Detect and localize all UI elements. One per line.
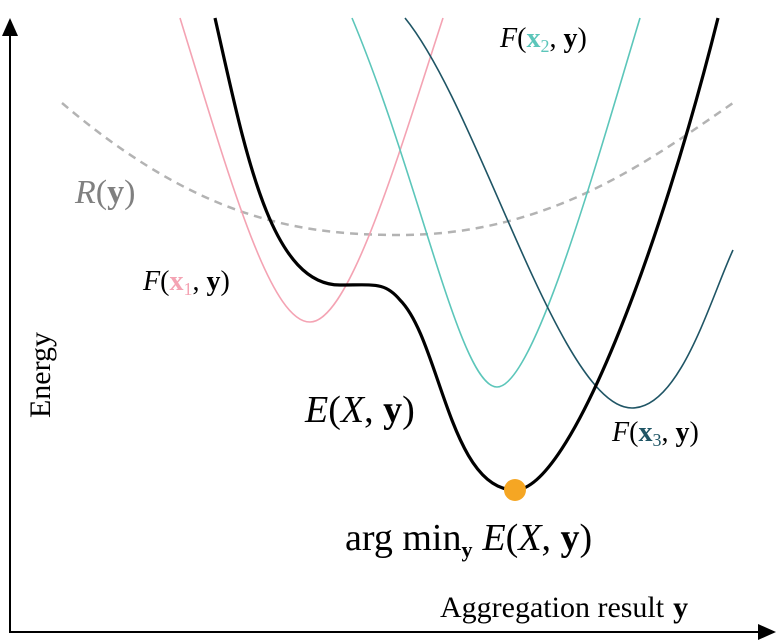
label-part: y — [675, 417, 689, 448]
label-part: ) — [689, 417, 698, 448]
label-part: , — [661, 417, 675, 448]
label-part: ( — [328, 389, 341, 431]
label-part: 1 — [183, 279, 192, 299]
x-axis-label: Aggregation result y — [440, 591, 688, 624]
label-part: y — [107, 174, 124, 211]
argmin-label: arg miny E(X, y) — [345, 517, 592, 562]
label-part: ( — [517, 23, 526, 54]
f2-curve — [351, 17, 641, 388]
label-part: ) — [220, 266, 229, 297]
label-part: ) — [124, 174, 135, 211]
regularizer-label: R(y) — [74, 174, 135, 211]
label-part: , — [364, 389, 383, 431]
energy-label: E(X, y) — [304, 389, 415, 431]
f2-label: F(x2, y) — [499, 23, 587, 56]
label-part: Aggregation result — [440, 591, 665, 624]
label-part: ) — [580, 517, 593, 559]
label-part: arg min — [345, 517, 461, 559]
label-part: F — [611, 417, 630, 448]
label-part: X — [516, 517, 543, 559]
f1-curve — [179, 17, 444, 323]
label-part: y — [561, 517, 580, 559]
f1-label: F(x1, y) — [142, 266, 230, 299]
label-part: ( — [160, 266, 169, 297]
label-part: y — [563, 23, 577, 54]
label-part: 3 — [652, 430, 661, 450]
f3-label: F(x3, y) — [611, 417, 699, 450]
label-part: ( — [506, 517, 519, 559]
label-part: ( — [629, 417, 638, 448]
label-part: x — [169, 266, 183, 297]
label-part: E — [481, 517, 505, 559]
y-axis-label: Energy — [24, 332, 57, 418]
label-part: F — [499, 23, 518, 54]
energy-curve — [213, 17, 720, 492]
label-part: ) — [577, 23, 586, 54]
label-part: F — [142, 266, 161, 297]
label-part: y — [206, 266, 220, 297]
label-part: y — [461, 537, 472, 562]
minimum-point — [504, 479, 526, 501]
label-part: ( — [96, 174, 107, 211]
label-part: , — [192, 266, 206, 297]
label-part: , — [549, 23, 563, 54]
label-part: 2 — [540, 36, 549, 56]
label-part: y — [383, 389, 402, 431]
label-part: X — [339, 389, 366, 431]
label-part: x — [638, 417, 652, 448]
f3-curve — [404, 17, 734, 409]
regularizer-curve — [61, 101, 734, 237]
label-part: ) — [402, 389, 415, 431]
label-part: R — [74, 174, 96, 211]
label-part: y — [673, 591, 688, 624]
label-part: x — [526, 23, 540, 54]
label-part: , — [542, 517, 561, 559]
label-part: E — [304, 389, 328, 431]
